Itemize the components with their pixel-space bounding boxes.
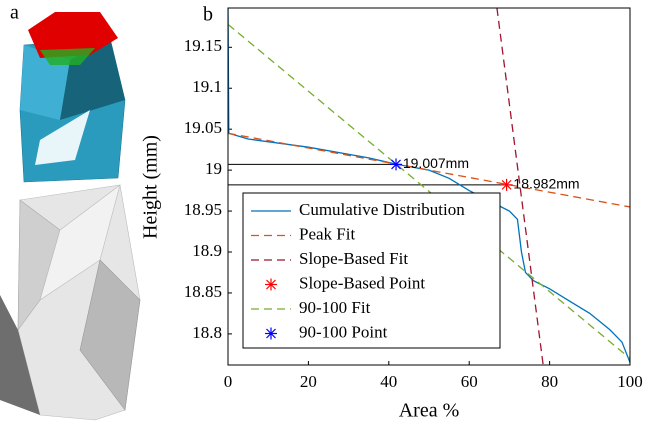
y-tick-label: 19.15 bbox=[184, 36, 222, 55]
marker-stroke bbox=[391, 159, 401, 170]
y-tick-label: 18.85 bbox=[184, 282, 222, 301]
y-tick-label: 18.9 bbox=[192, 241, 222, 260]
legend-marker bbox=[265, 278, 277, 291]
series-line bbox=[496, 8, 544, 365]
marker-stroke bbox=[266, 279, 276, 290]
legend-label: Peak Fit bbox=[299, 224, 355, 243]
annotation: 19.007mm bbox=[403, 155, 469, 171]
annotation: 18.982mm bbox=[513, 176, 579, 192]
x-tick-label: 80 bbox=[541, 372, 558, 391]
y-tick-label: 19.05 bbox=[184, 118, 222, 137]
marker-stroke bbox=[501, 179, 512, 190]
x-tick-label: 100 bbox=[617, 372, 643, 391]
marker bbox=[500, 178, 513, 191]
y-axis-label: Height (mm) bbox=[140, 135, 162, 239]
x-tick-label: 40 bbox=[380, 372, 397, 391]
x-tick-label: 60 bbox=[461, 372, 478, 391]
series-line bbox=[228, 8, 630, 363]
y-tick-label: 19.1 bbox=[192, 77, 222, 96]
x-tick-label: 0 bbox=[224, 372, 233, 391]
marker bbox=[390, 158, 403, 171]
legend-marker bbox=[265, 327, 277, 340]
legend-label: Slope-Based Fit bbox=[299, 249, 408, 268]
y-tick-label: 18.8 bbox=[192, 323, 222, 342]
x-axis-label: Area % bbox=[399, 400, 460, 422]
panel-label: a bbox=[10, 2, 19, 24]
legend-label: 90-100 Fit bbox=[299, 298, 371, 317]
panel-a-render bbox=[0, 12, 141, 421]
marker-stroke bbox=[266, 328, 276, 339]
legend-label: Cumulative Distribution bbox=[299, 200, 465, 219]
legend-box bbox=[242, 192, 501, 349]
y-tick-label: 19 bbox=[205, 159, 222, 178]
x-tick-label: 20 bbox=[300, 372, 317, 391]
series-line bbox=[228, 132, 630, 208]
series-line bbox=[228, 23, 630, 359]
y-tick-label: 18.95 bbox=[184, 200, 222, 219]
legend-label: 90-100 Point bbox=[299, 322, 388, 341]
axes-box bbox=[227, 7, 631, 366]
legend-label: Slope-Based Point bbox=[299, 273, 425, 292]
panel-label: b bbox=[203, 4, 213, 26]
